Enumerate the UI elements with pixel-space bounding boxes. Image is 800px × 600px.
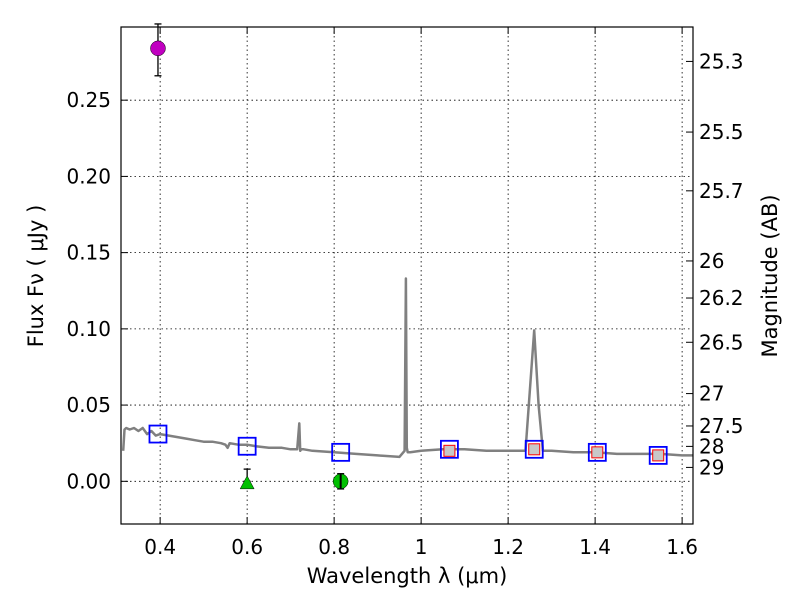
square-marker [648,445,668,465]
grid-lines [121,27,693,524]
x-tick-label: 1.6 [666,535,698,559]
mag-tick-label: 27.5 [699,414,744,438]
axes-frame [120,26,694,525]
template-spectrum-line [121,277,693,459]
square-marker [587,442,607,462]
mag-tick-label: 29 [699,455,724,479]
y-tick-label: 0.20 [66,164,111,188]
x-tick-label: 1.4 [579,535,611,559]
y-tick-label: 0.00 [66,469,111,493]
x-tick-label: 0.4 [144,535,176,559]
mag-tick-label: 26 [699,249,724,273]
y-tick-label: 0.05 [66,393,111,417]
x-tick-label: 0.6 [231,535,263,559]
y-tick-label: 0.10 [66,317,111,341]
square-marker [443,444,456,457]
x-tick-label: 0.8 [318,535,350,559]
square-marker [440,439,459,459]
y2-axis-label: Magnitude (AB) [758,194,782,357]
square-marker [652,449,665,462]
mag-tick-label: 27 [699,382,724,406]
mag-tick-label: 26.5 [699,330,744,354]
square-marker [591,446,604,459]
square-marker [524,439,544,459]
circle-marker [150,40,166,57]
square-marker [331,442,351,462]
y-axis-label: Flux Fν ( μJy ) [24,205,48,348]
x-axis-label: Wavelength λ (μm) [307,564,508,588]
square-marker [237,436,257,456]
mag-tick-label: 25.5 [699,120,744,144]
plot-area [121,23,693,490]
square-marker [528,443,541,456]
mag-tick-label: 25.3 [699,49,744,73]
square-marker [148,424,168,444]
x-tick-label: 1 [415,535,428,559]
tick-labels: 0.4 0.6 0.8 1 1.2 1.4 1.6 0.00 0.05 0.10 0.15 0.20 0… [66,49,743,559]
mag-tick-label: 26.2 [699,286,744,310]
x-tick-label: 1.2 [492,535,524,559]
tick-marks [121,27,693,524]
mag-tick-label: 28 [699,434,724,458]
y-tick-label: 0.15 [66,241,111,265]
triangle-marker [239,475,255,490]
mag-tick-label: 25.7 [699,179,744,203]
y-tick-label: 0.25 [66,88,111,112]
